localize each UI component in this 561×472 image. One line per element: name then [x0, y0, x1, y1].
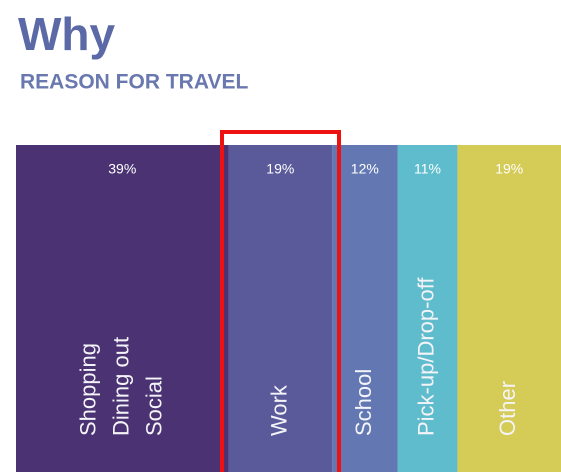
chart-subtitle: REASON FOR TRAVEL	[20, 71, 248, 94]
category-label: Pick-up/Drop-off	[413, 277, 438, 436]
category-label: Work	[266, 384, 291, 436]
category-label: School	[351, 369, 376, 436]
bars: 39% Shopping Dining out Social 19% Work 12% Sch…	[16, 145, 561, 472]
value-label: 39%	[108, 161, 136, 177]
segment	[228, 145, 333, 472]
highlight-box	[220, 130, 341, 472]
category-label-group: Other	[495, 381, 520, 436]
value-label: 19%	[266, 161, 294, 177]
category-label-group: School	[351, 369, 376, 436]
category-label-group: Shopping Dining out Social	[75, 337, 166, 436]
category-label: Other	[495, 381, 520, 436]
value-label: 19%	[495, 161, 523, 177]
segment	[16, 145, 229, 472]
segment	[332, 145, 398, 472]
category-label: Shopping Dining out Social	[75, 337, 166, 436]
segment	[397, 145, 458, 472]
chart-title: Why	[18, 8, 116, 60]
value-label: 12%	[351, 161, 379, 177]
value-label: 11%	[414, 161, 441, 177]
category-label-group: Work	[266, 384, 291, 436]
segment	[457, 145, 561, 472]
category-label-group: Pick-up/Drop-off	[413, 277, 438, 436]
